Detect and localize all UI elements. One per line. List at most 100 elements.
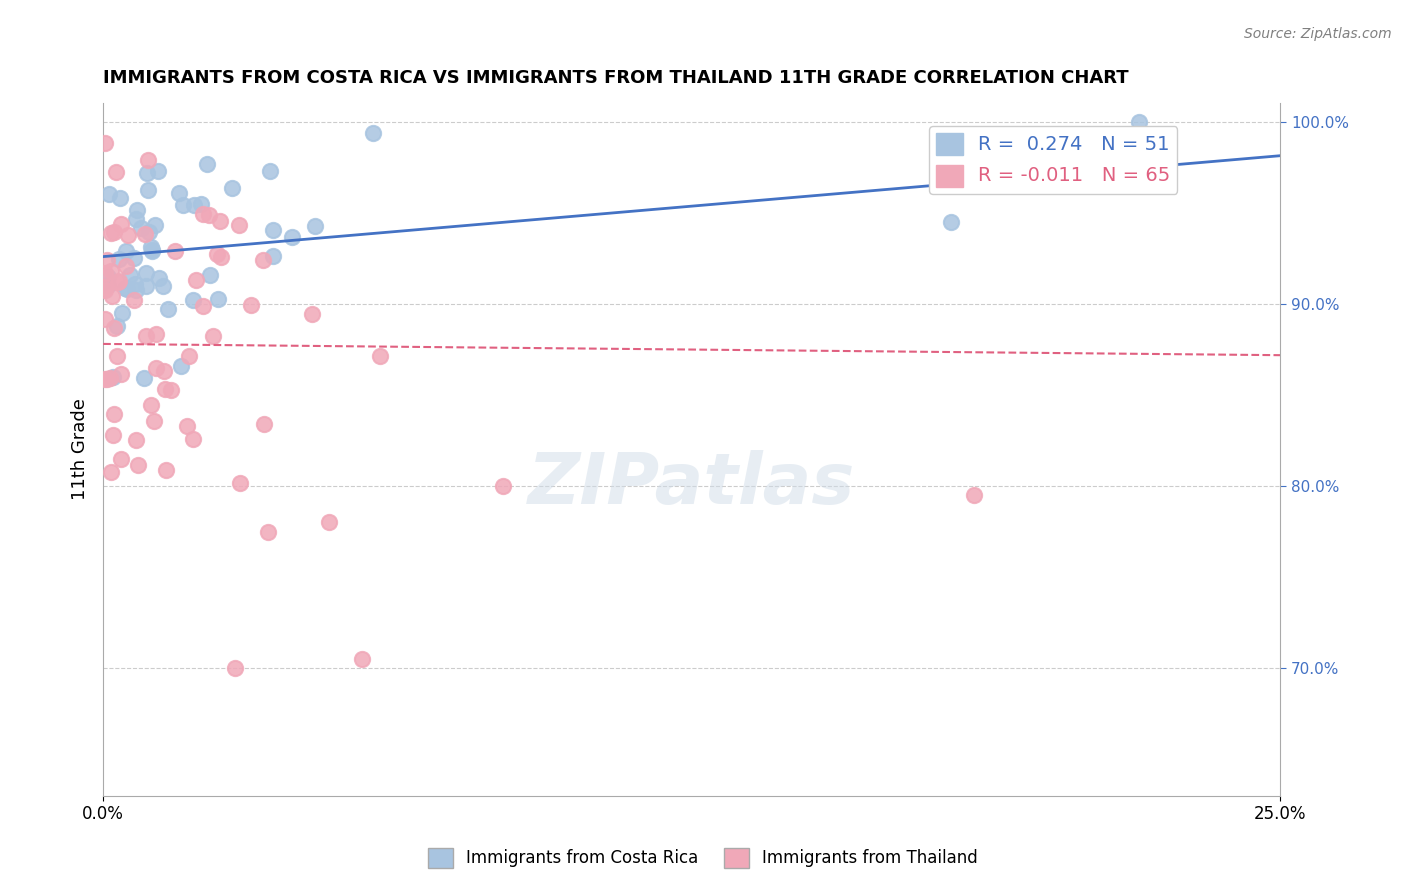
Point — [198, 268, 221, 283]
Text: ZIPatlas: ZIPatlas — [529, 450, 855, 518]
Point — [228, 475, 250, 490]
Point — [239, 298, 262, 312]
Point — [115, 282, 138, 296]
Point — [108, 252, 131, 266]
Point — [104, 164, 127, 178]
Point — [110, 306, 132, 320]
Y-axis label: 11th Grade: 11th Grade — [72, 399, 89, 500]
Point — [138, 225, 160, 239]
Point — [110, 367, 132, 381]
Point — [107, 274, 129, 288]
Point — [103, 370, 125, 384]
Point — [96, 372, 118, 386]
Point — [107, 275, 129, 289]
Point — [101, 289, 124, 303]
Point — [145, 360, 167, 375]
Point — [141, 244, 163, 259]
Point — [181, 293, 204, 307]
Point — [153, 364, 176, 378]
Point — [190, 197, 212, 211]
Point — [963, 488, 986, 502]
Point — [259, 163, 281, 178]
Point — [135, 266, 157, 280]
Point — [146, 164, 169, 178]
Point — [100, 264, 122, 278]
Point — [105, 319, 128, 334]
Point — [94, 266, 117, 280]
Point — [135, 166, 157, 180]
Legend: R =  0.274   N = 51, R = -0.011   N = 65: R = 0.274 N = 51, R = -0.011 N = 65 — [929, 127, 1177, 194]
Point — [124, 277, 146, 291]
Point — [318, 516, 340, 530]
Legend: Immigrants from Costa Rica, Immigrants from Thailand: Immigrants from Costa Rica, Immigrants f… — [422, 841, 984, 875]
Point — [125, 433, 148, 447]
Point — [252, 253, 274, 268]
Point — [117, 228, 139, 243]
Point — [148, 270, 170, 285]
Point — [228, 218, 250, 232]
Point — [202, 329, 225, 343]
Point — [141, 244, 163, 258]
Point — [304, 219, 326, 233]
Text: IMMIGRANTS FROM COSTA RICA VS IMMIGRANTS FROM THAILAND 11TH GRADE CORRELATION CH: IMMIGRANTS FROM COSTA RICA VS IMMIGRANTS… — [103, 69, 1129, 87]
Point — [94, 277, 117, 292]
Point — [125, 211, 148, 226]
Point — [141, 398, 163, 412]
Point — [94, 280, 117, 294]
Point — [163, 244, 186, 258]
Point — [96, 252, 118, 267]
Point — [361, 127, 384, 141]
Point — [103, 321, 125, 335]
Point — [129, 220, 152, 235]
Point — [100, 465, 122, 479]
Point — [205, 247, 228, 261]
Point — [103, 225, 125, 239]
Point — [136, 153, 159, 168]
Point — [352, 652, 374, 666]
Point — [191, 300, 214, 314]
Point — [107, 349, 129, 363]
Point — [132, 371, 155, 385]
Point — [118, 268, 141, 282]
Point — [139, 240, 162, 254]
Point — [125, 202, 148, 217]
Point — [224, 661, 246, 675]
Point — [142, 414, 165, 428]
Point — [115, 260, 138, 274]
Point — [183, 198, 205, 212]
Point — [110, 452, 132, 467]
Point — [94, 312, 117, 326]
Point — [127, 458, 149, 472]
Point — [170, 359, 193, 373]
Point — [156, 301, 179, 316]
Point — [207, 293, 229, 307]
Text: Source: ZipAtlas.com: Source: ZipAtlas.com — [1244, 27, 1392, 41]
Point — [1128, 114, 1150, 128]
Point — [262, 223, 284, 237]
Point — [114, 280, 136, 294]
Point — [97, 186, 120, 201]
Point — [136, 183, 159, 197]
Point — [122, 293, 145, 308]
Point — [125, 283, 148, 297]
Point — [253, 417, 276, 432]
Point — [197, 208, 219, 222]
Point — [181, 433, 204, 447]
Point — [262, 248, 284, 262]
Point — [208, 213, 231, 227]
Point — [100, 227, 122, 241]
Point — [153, 382, 176, 396]
Point — [135, 328, 157, 343]
Point — [94, 136, 117, 150]
Point — [103, 428, 125, 442]
Point — [110, 217, 132, 231]
Point — [221, 181, 243, 195]
Point — [115, 244, 138, 258]
Point — [135, 279, 157, 293]
Point — [301, 308, 323, 322]
Point — [186, 273, 208, 287]
Point — [100, 371, 122, 385]
Point — [167, 186, 190, 201]
Point — [193, 207, 215, 221]
Point — [155, 463, 177, 477]
